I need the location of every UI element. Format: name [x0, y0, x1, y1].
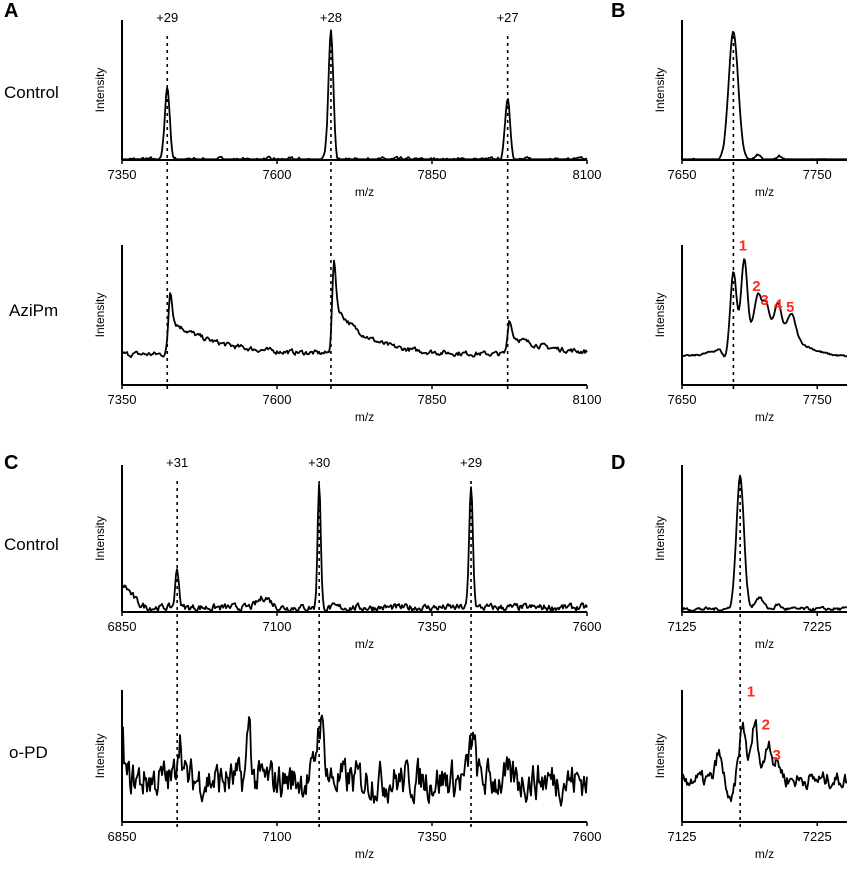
spectrum-trace: [681, 258, 847, 358]
charge-state-label: +29: [156, 10, 178, 25]
x-tick-label: 7125: [668, 619, 697, 634]
adduct-number-label: 2: [752, 278, 760, 295]
spectrum-trace: [121, 714, 588, 807]
subplot-A-azipm: 7350 7600 7850 8100 m/z Intensity: [93, 245, 601, 424]
y-axis-label: Intensity: [653, 68, 667, 113]
charge-state-label: +30: [308, 455, 330, 470]
spectrum-trace: [121, 259, 588, 359]
y-axis-label: Intensity: [93, 734, 107, 779]
x-tick-label: 7600: [573, 619, 602, 634]
x-axis-label: m/z: [355, 637, 374, 651]
x-tick-label: 8100: [573, 392, 602, 407]
x-axis-label: m/z: [355, 847, 374, 861]
x-tick-label: 7100: [263, 829, 292, 844]
x-axis-label: m/z: [755, 410, 774, 424]
spectrum-trace: [681, 474, 847, 613]
adduct-number-label: 2: [762, 717, 770, 734]
charge-state-label: +29: [460, 455, 482, 470]
charge-state-label: +27: [497, 10, 519, 25]
x-tick-label: 7125: [668, 829, 697, 844]
x-axis-label: m/z: [755, 637, 774, 651]
spectrum-trace: [121, 483, 588, 613]
x-tick-label: 7350: [418, 619, 447, 634]
x-tick-label: 8100: [573, 167, 602, 182]
subplot-D-control: 7125 7225 m/z Intensity: [653, 465, 847, 827]
x-tick-label: 7600: [263, 167, 292, 182]
x-tick-label: 7750: [803, 167, 832, 182]
y-axis-label: Intensity: [653, 293, 667, 338]
y-axis-label: Intensity: [93, 68, 107, 113]
x-tick-label: 6850: [108, 619, 137, 634]
x-tick-label: 7600: [573, 829, 602, 844]
charge-state-label: +31: [166, 455, 188, 470]
subplot-C-opd: 6850 7100 7350 7600 m/z Intensity: [93, 690, 601, 861]
x-tick-label: 7350: [108, 392, 137, 407]
panel-letter-a: A: [4, 0, 19, 22]
x-tick-label: 7650: [668, 167, 697, 182]
x-tick-label: 7650: [668, 392, 697, 407]
panel-letter-d: D: [611, 452, 626, 474]
row-label-azipm: AziPm: [9, 301, 59, 320]
adduct-number-label: 4: [774, 296, 783, 313]
x-axis-label: m/z: [755, 847, 774, 861]
y-axis-label: Intensity: [653, 734, 667, 779]
y-axis-label: Intensity: [93, 516, 107, 561]
x-axis-label: m/z: [355, 410, 374, 424]
x-tick-label: 7350: [418, 829, 447, 844]
adduct-number-label: 3: [773, 747, 781, 764]
x-tick-label: 7350: [108, 167, 137, 182]
x-tick-label: 7225: [803, 619, 832, 634]
panel-letter-b: B: [611, 0, 626, 22]
subplot-B-control: 7650 7750 m/z Intensity: [653, 20, 847, 390]
row-label-control-a: Control: [4, 83, 59, 102]
row-label-control-c: Control: [4, 535, 59, 554]
x-tick-label: 7850: [418, 392, 447, 407]
adduct-number-label: 5: [786, 299, 794, 316]
x-tick-label: 7225: [803, 829, 832, 844]
spectrum-trace: [122, 29, 588, 161]
charge-state-label: +28: [320, 10, 342, 25]
x-tick-label: 7850: [418, 167, 447, 182]
subplot-B-azipm: 7650 7750 m/z Intensity 1 23 4 5: [653, 238, 847, 424]
x-tick-label: 7600: [263, 392, 292, 407]
panel-letter-c: C: [4, 452, 19, 474]
subplot-A-control: 7350 7600 7850 8100 m/z Intensity +29 +28 +27: [93, 10, 601, 390]
x-tick-label: 6850: [108, 829, 137, 844]
row-label-opd: o-PD: [9, 743, 48, 762]
y-axis-label: Intensity: [93, 293, 107, 338]
x-axis-label: m/z: [355, 185, 374, 199]
adduct-number-label: 3: [760, 292, 768, 309]
x-tick-label: 7750: [803, 392, 832, 407]
adduct-number-label: 1: [747, 684, 755, 701]
y-axis-label: Intensity: [653, 516, 667, 561]
x-tick-label: 7100: [263, 619, 292, 634]
subplot-D-opd: 7125 7225 m/z Intensity 123: [653, 684, 847, 861]
spectrum-trace: [682, 30, 847, 161]
spectrum-trace: [681, 719, 847, 803]
adduct-number-label: 1: [739, 238, 747, 255]
x-axis-label: m/z: [755, 185, 774, 199]
